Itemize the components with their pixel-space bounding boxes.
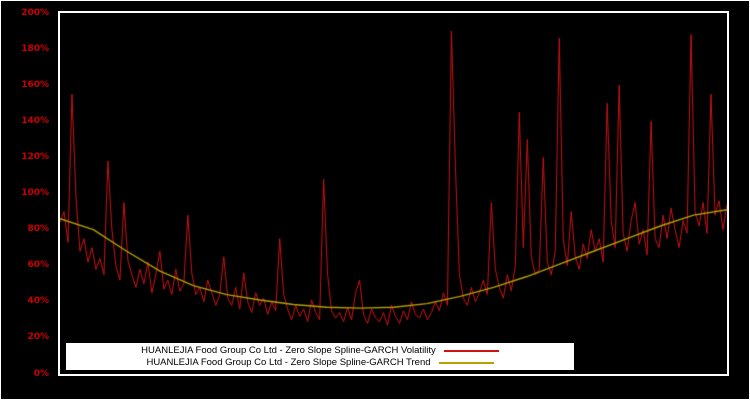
y-axis-tick-label: 20% (27, 332, 49, 343)
y-axis-tick-label: 0% (33, 368, 49, 379)
y-axis-tick-label: 80% (27, 224, 49, 235)
y-axis-tick-label: 160% (21, 79, 49, 90)
legend-line-volatility-sample (443, 349, 499, 352)
y-axis-tick-label: 100% (21, 188, 49, 198)
y-axis-tick-label: 40% (27, 296, 49, 307)
chart-canvas (60, 13, 727, 374)
legend: HUANLEJIA Food Group Co Ltd - Zero Slope… (66, 343, 574, 370)
legend-row-volatility: HUANLEJIA Food Group Co Ltd - Zero Slope… (66, 345, 574, 356)
y-axis-tick-label: 200% (21, 7, 49, 18)
y-axis-tick-label: 60% (27, 260, 49, 271)
y-axis-tick-label: 180% (21, 43, 49, 54)
legend-label-volatility: HUANLEJIA Food Group Co Ltd - Zero Slope… (141, 345, 436, 356)
legend-line-trend-sample (438, 361, 494, 364)
legend-label-trend: HUANLEJIA Food Group Co Ltd - Zero Slope… (146, 357, 431, 368)
y-axis: 0% 20% 40% 60% 80% 100% 120% 140% 160% 180% 200% (1, 1, 53, 399)
y-axis-tick-label: 120% (21, 151, 49, 162)
y-axis-tick-label: 140% (21, 115, 49, 126)
legend-row-trend: HUANLEJIA Food Group Co Ltd - Zero Slope… (66, 357, 574, 368)
plot-area: HUANLEJIA Food Group Co Ltd - Zero Slope… (58, 11, 729, 376)
